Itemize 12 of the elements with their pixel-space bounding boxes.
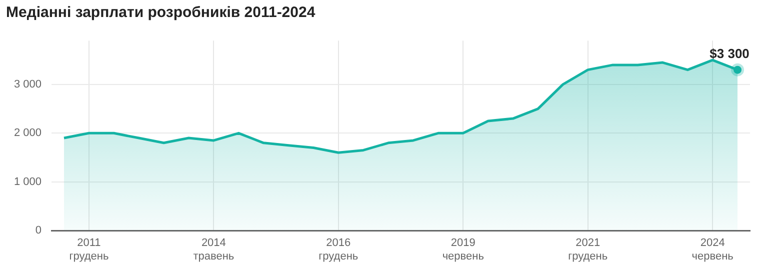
y-tick-label: 0: [35, 224, 42, 237]
x-tick-label: 2019 червень: [442, 237, 484, 262]
x-tick-label: 2024 червень: [692, 237, 734, 262]
y-tick-label: 2 000: [14, 127, 42, 140]
x-tick-label: 2011 грудень: [69, 237, 109, 262]
x-tick-label: 2014 травень: [193, 237, 234, 262]
x-tick-label: 2021 грудень: [568, 237, 608, 262]
data-label: $3 300: [710, 46, 750, 61]
x-tick-label: 2016 грудень: [318, 237, 358, 262]
y-tick-label: 1 000: [14, 176, 42, 188]
chart-title: Медіанні зарплати розробників 2011-2024: [6, 4, 316, 21]
y-tick-label: 3 000: [14, 78, 42, 90]
